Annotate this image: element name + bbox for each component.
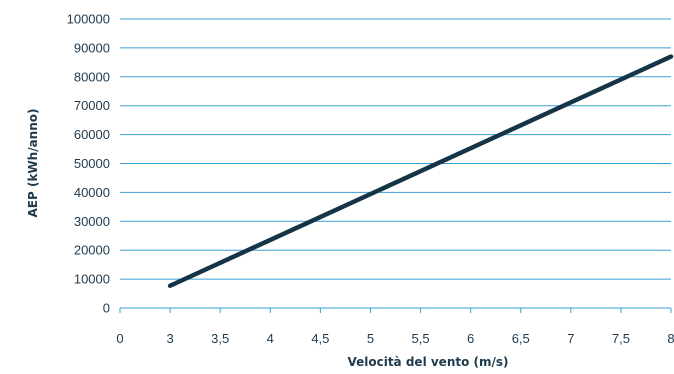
- x-tick-label: 5: [367, 331, 374, 346]
- x-tick-label: 7,5: [612, 331, 630, 346]
- y-tick-label: 60000: [74, 127, 110, 142]
- y-tick-label: 40000: [74, 185, 110, 200]
- x-tick-labels: 0 3 3,5 4 4,5 5 5,5 6 6,5 7 7,5 8: [116, 331, 674, 346]
- x-tick-label: 4: [267, 331, 274, 346]
- y-axis-title: AEP (kWh/anno): [26, 109, 40, 218]
- y-tick-label: 70000: [74, 98, 110, 113]
- series-line: [167, 54, 674, 288]
- y-tick-label: 30000: [74, 214, 110, 229]
- x-tick-label: 6,5: [512, 331, 530, 346]
- y-tick-label: 80000: [74, 69, 110, 84]
- x-tick-label: 7: [567, 331, 574, 346]
- x-tick-label: 8: [667, 331, 674, 346]
- x-tick-label: 0: [116, 331, 123, 346]
- y-tick-label: 0: [103, 301, 110, 316]
- x-tick-label: 4,5: [311, 331, 329, 346]
- x-tick-label: 5,5: [412, 331, 430, 346]
- y-tick-label: 20000: [74, 243, 110, 258]
- y-tick-label: 10000: [74, 272, 110, 287]
- y-tick-label: 100000: [67, 12, 110, 27]
- x-tick-label: 3,5: [211, 331, 229, 346]
- y-tick-label: 50000: [74, 156, 110, 171]
- x-tick-label: 6: [467, 331, 474, 346]
- gridlines: [120, 18, 671, 280]
- x-axis-ticks: [119, 308, 672, 313]
- x-tick-label: 3: [166, 331, 173, 346]
- x-axis-title: Velocità del vento (m/s): [347, 355, 508, 369]
- y-tick-label: 90000: [74, 40, 110, 55]
- y-tick-labels: 0 10000 20000 30000 40000 50000 60000 70000 8000…: [67, 12, 110, 316]
- series-lines: [167, 54, 674, 288]
